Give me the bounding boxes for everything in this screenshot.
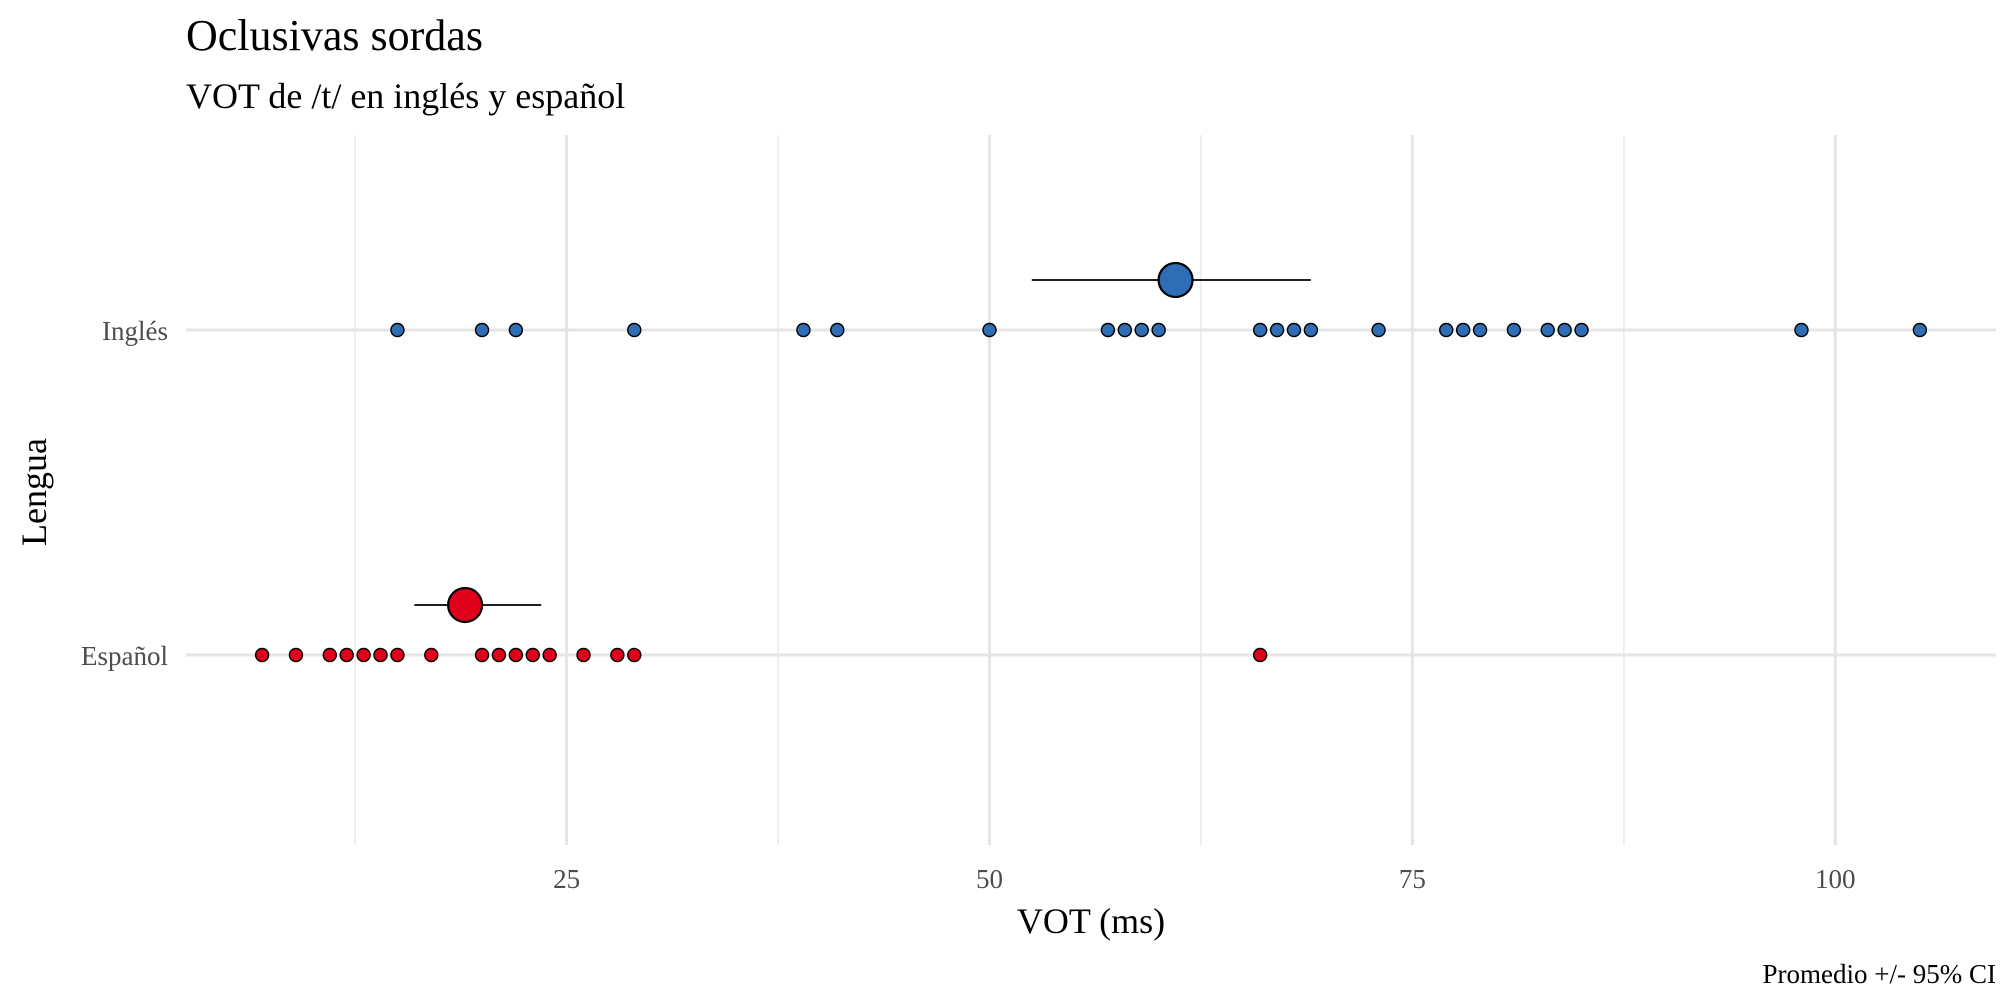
data-point [1371,322,1386,338]
chart-subtitle: VOT de /t/ en inglés y español [186,76,625,116]
data-point [1100,322,1116,338]
y-tick-label: Inglés [102,316,168,346]
data-point [1252,647,1268,663]
data-point [373,647,388,663]
data-point [322,647,337,663]
x-tick-label: 75 [1399,864,1426,894]
y-tick-label: Español [81,641,168,671]
data-point [474,647,490,663]
data-point [542,647,557,663]
data-point [982,322,997,338]
grid-layer [186,135,1996,845]
data-point [1286,322,1302,338]
data-point [1134,322,1149,338]
x-tick-label: 25 [553,864,580,894]
data-point [627,647,642,663]
data-point [627,322,642,338]
data-point [1540,322,1555,338]
mean-point [447,586,484,624]
data-point [1303,322,1319,338]
data-point [1455,322,1471,338]
data-point [288,647,304,663]
chart-caption: Promedio +/- 95% CI [1763,959,1996,989]
data-point [1506,322,1522,338]
data-point [1117,322,1133,338]
data-point [830,322,845,338]
data-point [1574,322,1589,338]
data-point [1252,322,1268,338]
data-point [576,647,591,663]
data-point [796,322,811,338]
y-axis-title: Lengua [14,438,54,546]
data-point [254,647,270,663]
data-point [424,647,439,663]
data-point [390,322,405,338]
data-point [390,647,405,663]
x-tick-label: 50 [976,864,1003,894]
data-point [1794,322,1809,338]
mean-point [1157,261,1194,299]
data-point [1557,322,1572,338]
data-point [610,647,625,663]
tick-layer: 25 50 75 100 Español Inglés [81,316,1856,894]
chart-title: Oclusivas sordas [186,11,483,60]
data-point [508,647,524,663]
data-point [1151,322,1166,338]
data-point [1912,322,1928,338]
data-point [1439,322,1454,338]
data-point [525,647,540,663]
data-point [1472,322,1488,338]
data-point [339,647,354,663]
data-point [508,322,524,338]
data-point [491,647,507,663]
data-point [474,322,490,338]
data-point [1269,322,1285,338]
summary-layer [414,261,1311,624]
x-tick-label: 100 [1815,864,1856,894]
data-point [356,647,371,663]
points-layer [254,322,1928,663]
x-axis-title: VOT (ms) [1017,901,1165,941]
